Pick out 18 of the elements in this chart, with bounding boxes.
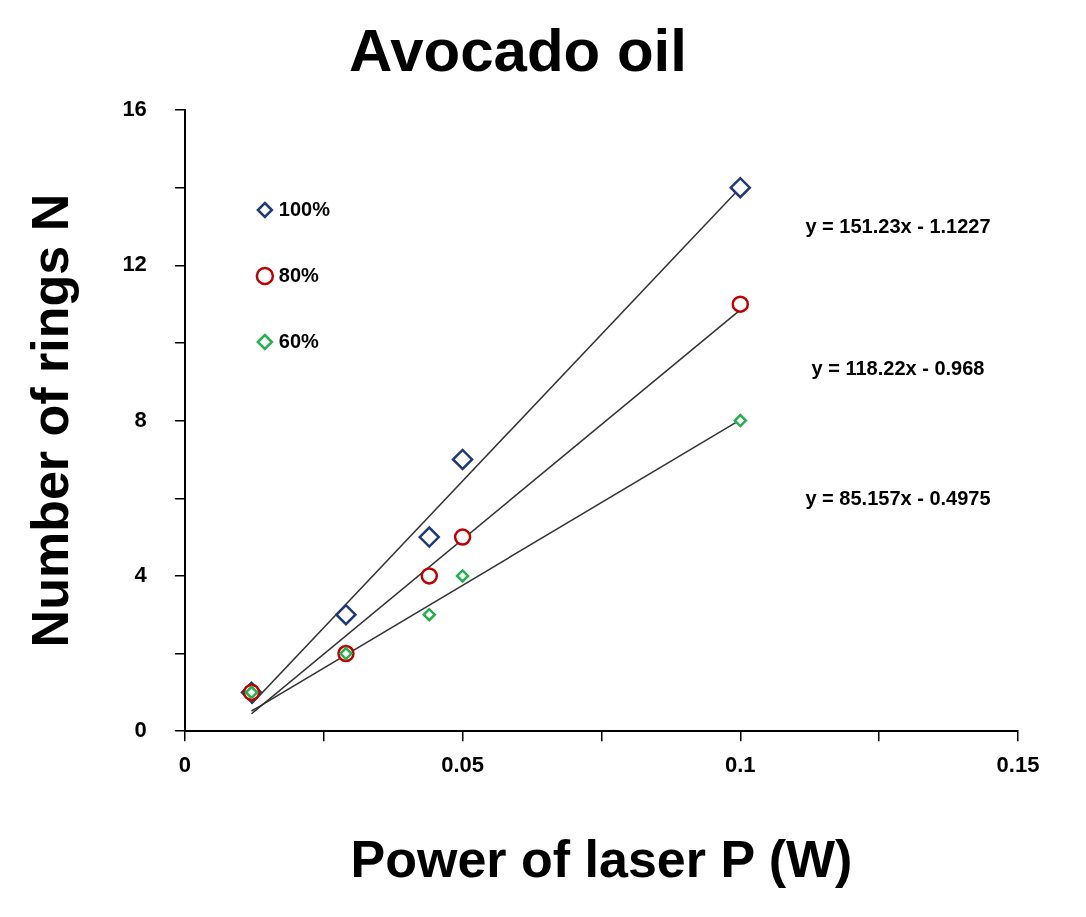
y-tick-label: 4 xyxy=(134,561,148,587)
y-axis-title: Number of rings N xyxy=(20,193,79,648)
annotation: y = 151.23x - 1.1227 xyxy=(805,215,991,238)
annotation: y = 85.157x - 0.4975 xyxy=(805,487,991,510)
y-tick-label: 0 xyxy=(134,717,147,743)
x-tick-label: 0.05 xyxy=(441,752,484,778)
y-tick-label: 8 xyxy=(134,406,147,432)
x-tick-label: 0 xyxy=(178,752,191,778)
chart-title: Avocado oil xyxy=(349,16,687,84)
annotation: y = 118.22x - 0.968 xyxy=(811,357,985,380)
y-tick-label: 12 xyxy=(122,251,147,277)
y-tick-label: 16 xyxy=(122,96,147,122)
legend-label: 80% xyxy=(278,263,320,286)
x-axis-title: Power of laser P (W) xyxy=(350,830,853,889)
x-tick-label: 0.15 xyxy=(996,752,1040,778)
legend-label: 60% xyxy=(278,329,320,352)
legend-label: 100% xyxy=(278,197,331,220)
x-tick-label: 0.1 xyxy=(724,752,756,778)
